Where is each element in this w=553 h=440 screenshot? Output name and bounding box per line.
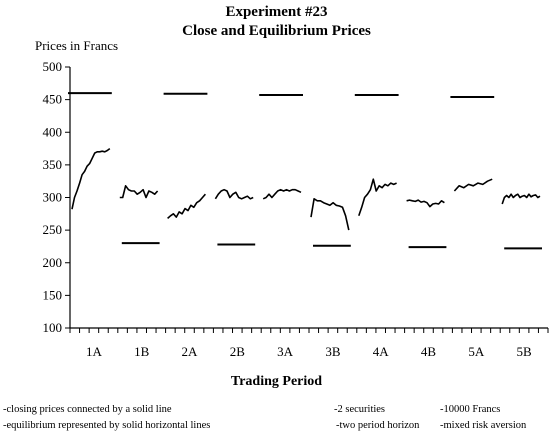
note-francs: -10000 Francs (440, 404, 501, 415)
closing-price-line-3A (262, 188, 302, 200)
closing-price-line-4A (358, 178, 397, 217)
note-risk-aversion: -mixed risk aversion (440, 420, 527, 431)
closing-price-line-1B (119, 185, 159, 199)
y-tick-label: 350 (43, 157, 63, 172)
y-tick-label: 250 (43, 222, 63, 237)
note-securities: -2 securities (334, 404, 386, 415)
y-tick-label: 300 (43, 190, 63, 205)
note-equilibrium: -equilibrium represented by solid horizo… (3, 420, 211, 431)
chart-plot: 100 150 200 250 300 350 400 450 500 1A 1B 2A 2B 3A 3B 4… (43, 59, 549, 359)
closing-price-line-3B (310, 198, 350, 231)
closing-price-line-1A (71, 147, 111, 210)
x-category-label: 5A (468, 344, 485, 359)
x-category-label: 3A (277, 344, 294, 359)
closing-price-line-5B (501, 193, 541, 205)
note-closing-prices: -closing prices connected by a solid lin… (3, 404, 172, 415)
x-category-label: 4B (421, 344, 437, 359)
chart-title: Experiment #23 (225, 4, 328, 20)
x-category-label: 3B (325, 344, 341, 359)
y-tick-label: 200 (43, 255, 63, 270)
closing-price-line-2A (167, 193, 207, 219)
closing-price-line-5A (453, 178, 493, 192)
y-tick-label: 450 (43, 92, 63, 107)
y-tick-label: 150 (43, 287, 63, 302)
y-tick-label: 400 (43, 124, 63, 139)
chart-subtitle: Close and Equilibrium Prices (182, 23, 371, 39)
x-category-label: 2B (230, 344, 246, 359)
note-horizon: -two period horizon (336, 420, 420, 431)
closing-price-line-4B (406, 199, 445, 208)
x-category-label: 1B (134, 344, 150, 359)
closing-price-line-2B (214, 188, 254, 200)
y-axis-label: Prices in Francs (35, 38, 119, 53)
y-tick-label: 500 (43, 59, 63, 74)
x-category-label: 2A (182, 344, 199, 359)
x-category-label: 4A (373, 344, 390, 359)
x-category-label: 5B (517, 344, 533, 359)
x-axis-label: Trading Period (230, 374, 323, 389)
x-category-label: 1A (86, 344, 103, 359)
y-tick-label: 100 (43, 320, 63, 335)
